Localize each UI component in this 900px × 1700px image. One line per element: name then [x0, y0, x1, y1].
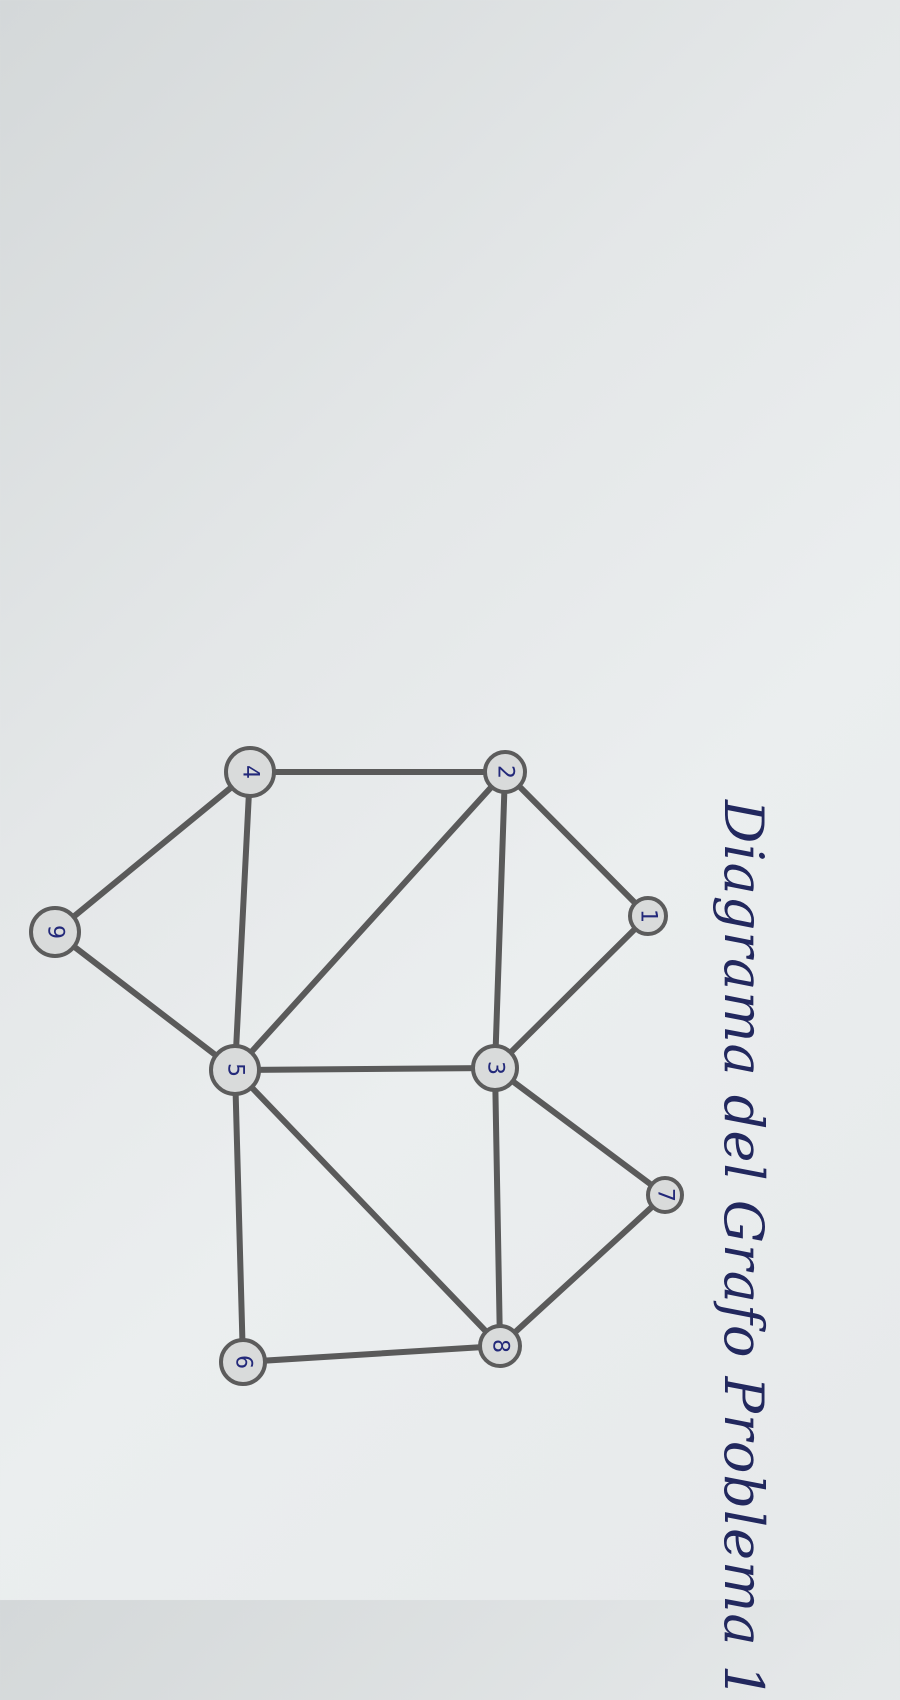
edge-5-8 [232, 1067, 503, 1349]
graph-edges [52, 769, 668, 1365]
node-5: 5 [209, 1044, 261, 1096]
edge-4-5 [232, 769, 253, 1073]
edge-7-8 [497, 1192, 668, 1349]
node-circle-1 [628, 896, 668, 936]
node-label-4: 4 [238, 765, 263, 779]
node-circle-5 [209, 1044, 261, 1096]
node-9: 9 [29, 906, 81, 958]
edge-3-8 [492, 1065, 503, 1349]
edge-2-1 [502, 769, 651, 919]
node-8: 8 [478, 1324, 522, 1368]
node-1: 1 [628, 896, 668, 936]
graph-nodes: 1 2 3 4 5 6 7 8 9 [29, 746, 684, 1386]
edge-6-8 [240, 1343, 503, 1365]
node-label-9: 9 [43, 925, 68, 939]
node-2: 2 [483, 750, 527, 794]
node-circle-9 [29, 906, 81, 958]
node-label-6: 6 [231, 1355, 256, 1369]
graph-diagram: 1 2 3 4 5 6 7 8 9 [29, 746, 684, 1386]
node-label-2: 2 [493, 765, 518, 779]
node-circle-3 [471, 1044, 519, 1092]
node-4: 4 [224, 746, 276, 798]
edge-2-5 [232, 769, 508, 1073]
edge-5-6 [232, 1067, 246, 1365]
node-label-5: 5 [223, 1063, 248, 1077]
paper-background: Diagrama del Grafo Problema 1 1 2 3 4 5 6 7 8 9 [29, 746, 775, 1700]
node-label-8: 8 [488, 1339, 513, 1353]
node-circle-8 [478, 1324, 522, 1368]
node-circle-7 [646, 1176, 684, 1214]
edge-1-3 [492, 913, 651, 1071]
diagram-title: Diagrama del Grafo Problema 1 [712, 800, 775, 1700]
edge-3-7 [492, 1065, 668, 1198]
node-label-1: 1 [636, 909, 661, 923]
node-circle-4 [224, 746, 276, 798]
node-label-7: 7 [653, 1188, 678, 1202]
node-6: 6 [219, 1338, 267, 1386]
edge-2-3 [492, 769, 508, 1071]
edge-4-9 [52, 769, 253, 935]
node-circle-6 [219, 1338, 267, 1386]
node-label-3: 3 [483, 1061, 508, 1075]
node-3: 3 [471, 1044, 519, 1092]
node-7: 7 [646, 1176, 684, 1214]
edge-9-5 [52, 929, 238, 1073]
node-circle-2 [483, 750, 527, 794]
edge-3-5 [232, 1065, 498, 1073]
